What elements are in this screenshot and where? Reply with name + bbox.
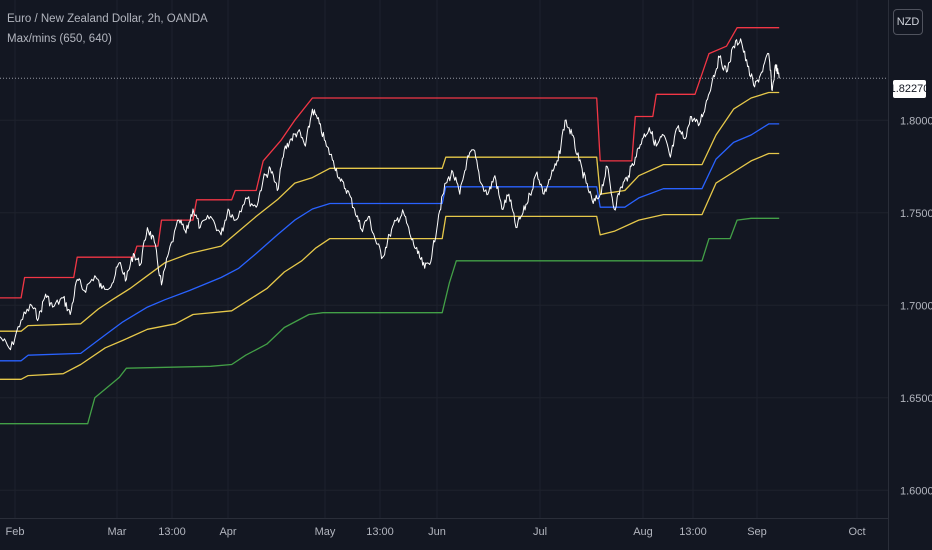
level-line-yellow-2 — [0, 152, 780, 380]
grid-layer — [0, 0, 888, 518]
y-tick-label: 1.70000 — [900, 300, 932, 312]
x-tick-label: Mar — [108, 526, 127, 538]
y-tick-label: 1.80000 — [900, 115, 932, 127]
x-tick-label: Feb — [6, 526, 25, 538]
currency-button[interactable]: NZD — [893, 9, 923, 35]
level-line-yellow-1 — [0, 91, 780, 332]
level-line-blue-3 — [0, 123, 780, 362]
level-line-green-4 — [0, 217, 780, 425]
last-price-tag: 1.82270 — [890, 80, 929, 98]
x-tick-label: Apr — [219, 526, 236, 538]
x-tick-label: 13:00 — [679, 526, 707, 538]
x-tick-label: Jul — [533, 526, 547, 538]
x-tick-label: Aug — [633, 526, 653, 538]
y-tick-label: 1.65000 — [900, 393, 932, 405]
time-axis[interactable]: Feb Mar 13:00 Apr May 13:00 Jun Jul Aug 13:00 Sep O… — [6, 526, 866, 538]
x-tick-label: Jun — [428, 526, 446, 538]
x-tick-label: Oct — [848, 526, 865, 538]
y-tick-label: 1.75000 — [900, 208, 932, 220]
series-layer — [0, 27, 780, 425]
price-series-line — [0, 38, 780, 351]
price-axis[interactable]: 1.60000 1.65000 1.70000 1.75000 1.80000 — [900, 115, 932, 497]
level-line-red-0 — [0, 27, 780, 299]
x-tick-label: May — [315, 526, 336, 538]
x-tick-label: 13:00 — [158, 526, 186, 538]
y-tick-label: 1.60000 — [900, 485, 932, 497]
symbol-title[interactable]: Euro / New Zealand Dollar, 2h, OANDA — [7, 13, 208, 25]
x-tick-label: Sep — [747, 526, 767, 538]
indicator-label[interactable]: Max/mins (650, 640) — [7, 33, 112, 45]
x-tick-label: 13:00 — [366, 526, 394, 538]
